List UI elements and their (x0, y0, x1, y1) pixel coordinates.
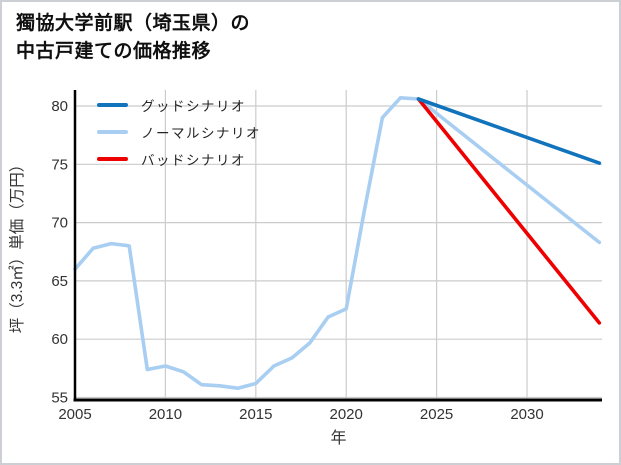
chart-legend: グッドシナリオ ノーマルシナリオ バッドシナリオ (97, 91, 261, 172)
y-axis-title: 坪（3.3㎡）単価（万円） (8, 157, 26, 334)
y-tick-label-55: 55 (51, 390, 68, 407)
legend-label: バッドシナリオ (141, 152, 246, 168)
legend-item-0: グッドシナリオ (97, 91, 261, 118)
legend-label: ノーマルシナリオ (141, 125, 261, 141)
series-line-1 (73, 96, 602, 391)
chart-title: 獨協大学前駅（埼玉県）の 中古戸建ての価格推移 (16, 10, 250, 66)
y-tick-label-60: 60 (51, 331, 68, 348)
x-axis-title: 年 (330, 429, 346, 447)
legend-swatch-icon (97, 156, 128, 161)
legend-item-1: ノーマルシナリオ (97, 118, 261, 145)
legend-item-2: バッドシナリオ (97, 145, 261, 172)
series-line-2 (416, 97, 602, 325)
y-tick-label-65: 65 (51, 273, 68, 290)
chart-title-line-1: 獨協大学前駅（埼玉県）の (16, 13, 251, 34)
y-tick-label-70: 70 (51, 215, 68, 232)
x-tick-label-2020: 2020 (330, 406, 363, 423)
x-tick-label-2010: 2010 (149, 406, 182, 423)
series-line-0 (416, 97, 602, 165)
legend-label: グッドシナリオ (141, 98, 246, 114)
y-tick-label-75: 75 (51, 156, 68, 173)
y-tick-label-80: 80 (51, 98, 68, 115)
chart-title-line-2: 中古戸建ての価格推移 (16, 41, 212, 62)
legend-swatch-icon (97, 102, 128, 107)
x-tick-label-2015: 2015 (239, 406, 272, 423)
legend-swatch-icon (97, 129, 128, 134)
x-tick-label-2030: 2030 (510, 406, 543, 423)
x-tick-label-2025: 2025 (420, 406, 453, 423)
x-tick-label-2005: 2005 (58, 406, 91, 423)
